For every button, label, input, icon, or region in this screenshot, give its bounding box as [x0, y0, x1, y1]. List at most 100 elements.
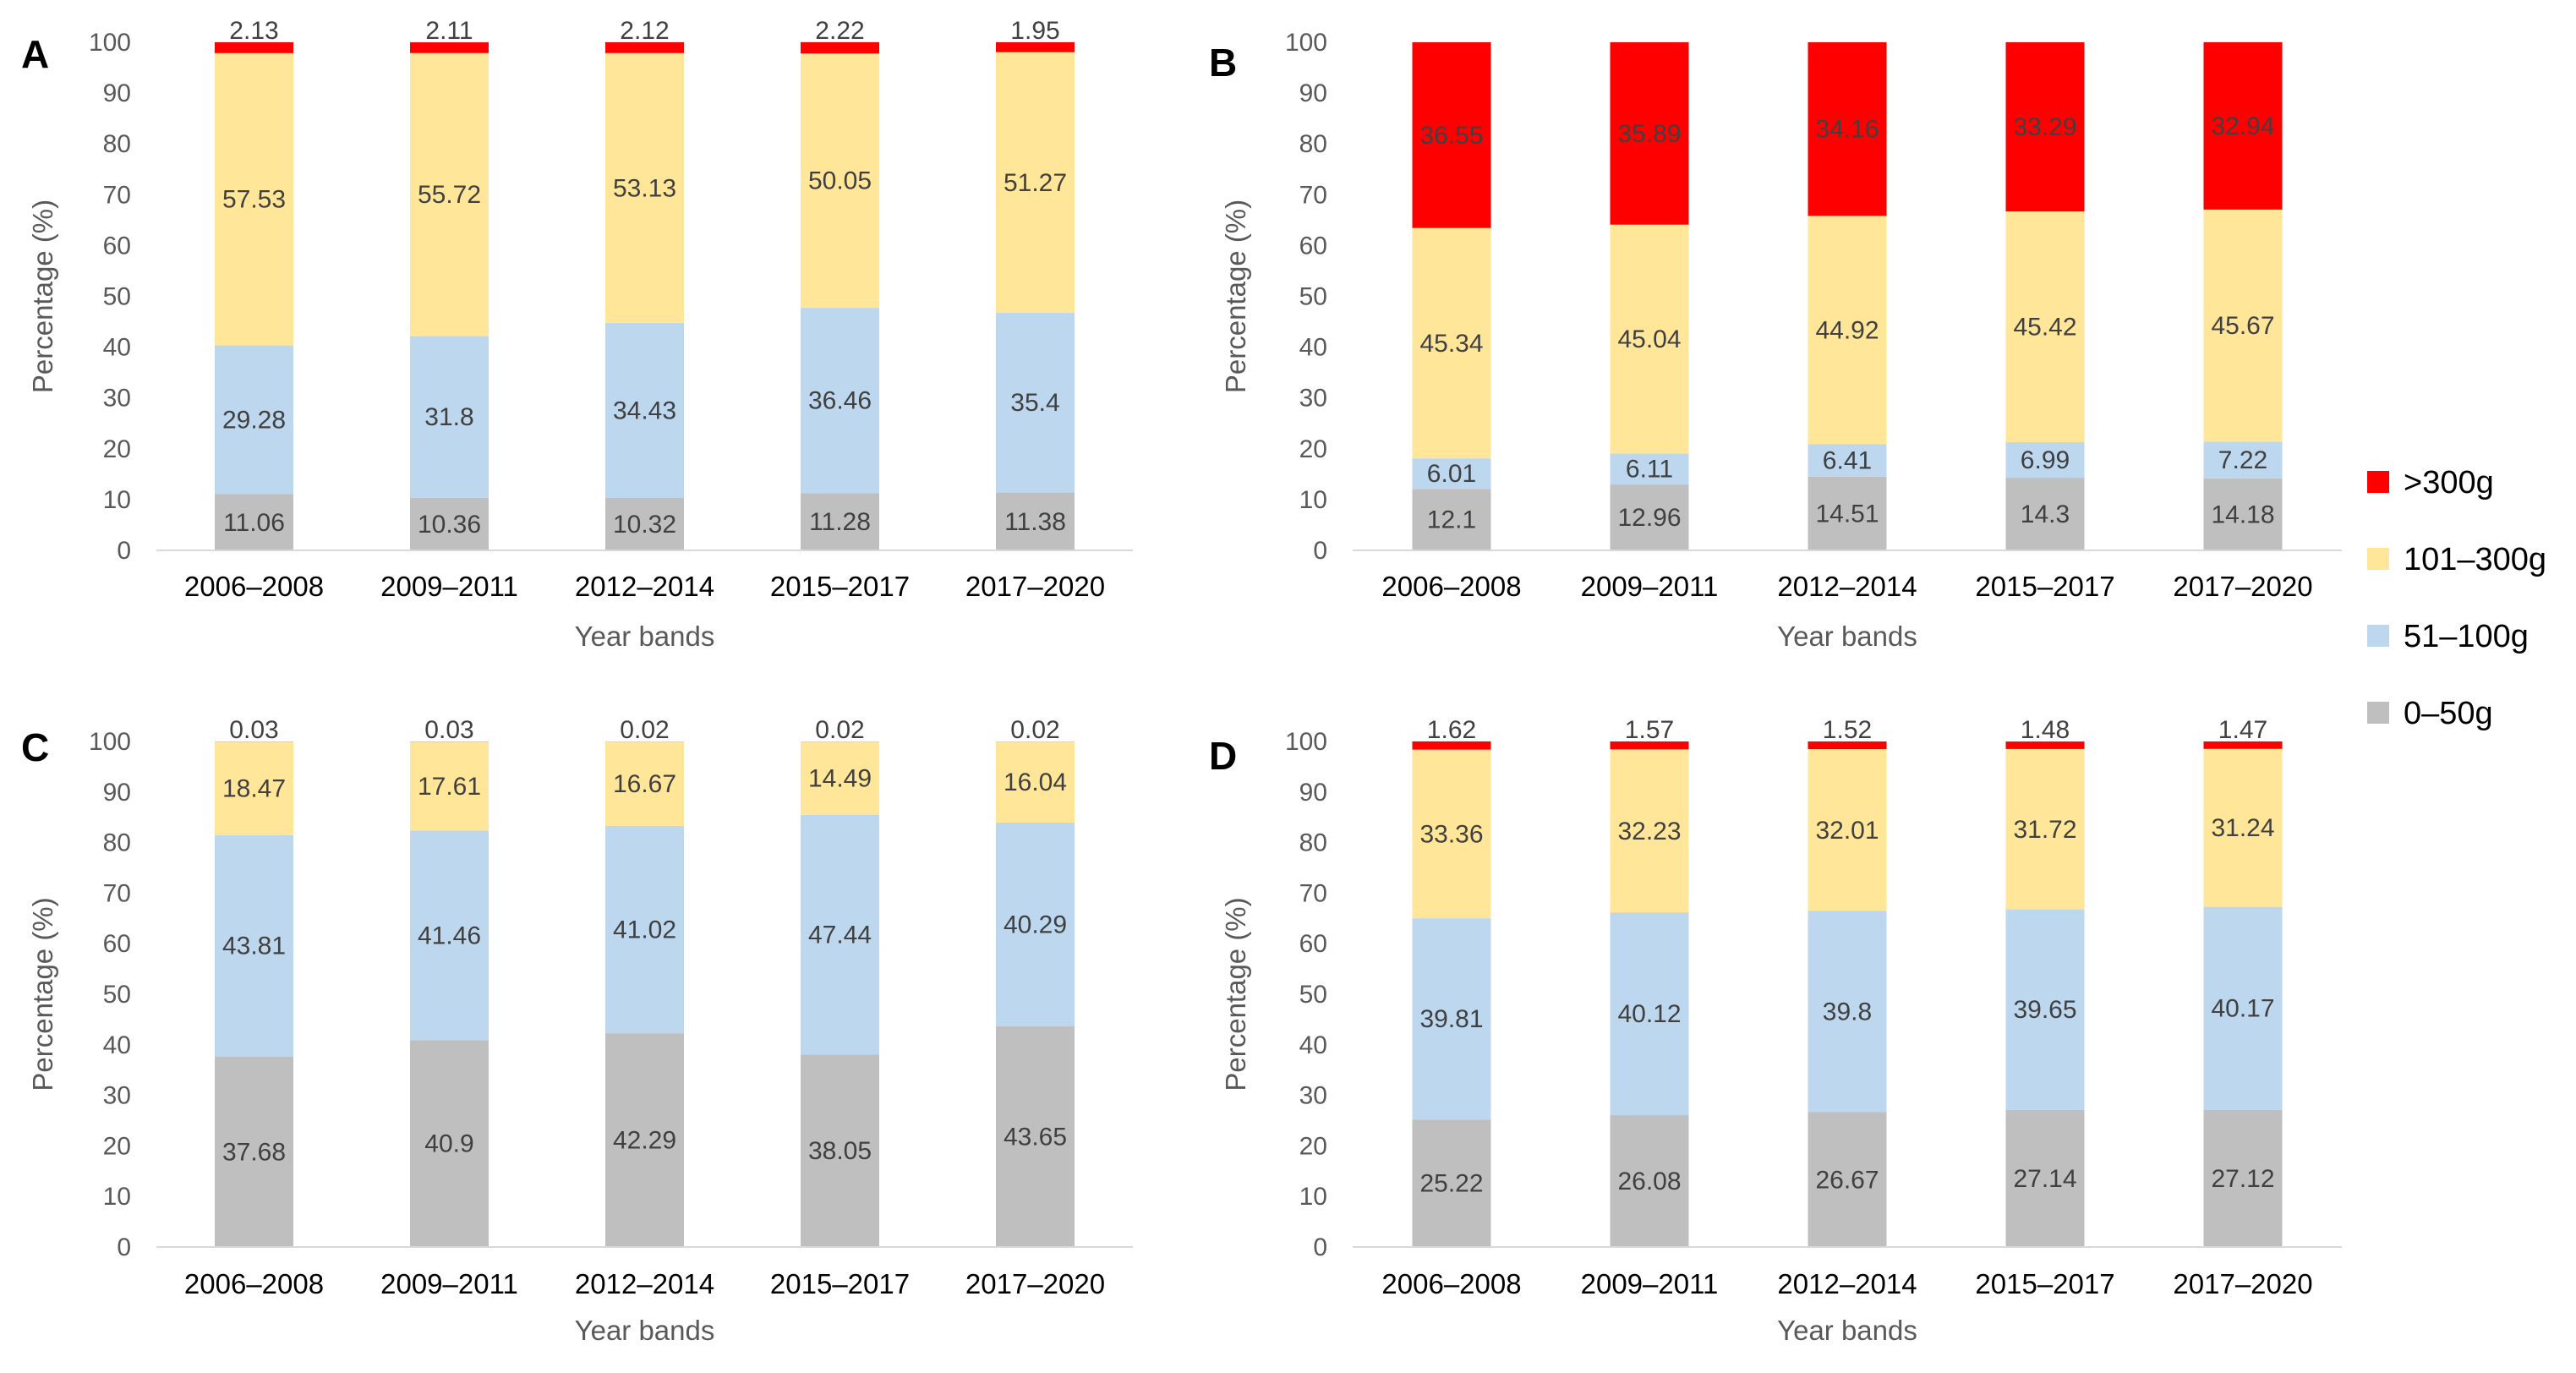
data-label: 0.03: [229, 716, 278, 744]
legend-item: 101–300g: [2367, 542, 2546, 577]
legend: >300g 101–300g 51–100g 0–50g: [2367, 465, 2546, 731]
bar-101-300g-1: [215, 741, 293, 835]
data-label: 39.81: [1419, 1005, 1483, 1033]
y-tick-label: 60: [1299, 232, 1327, 260]
data-label: 40.17: [2211, 995, 2274, 1023]
bar-51-100g-1: [1412, 918, 1491, 1120]
bar-101-300g-2: [1610, 749, 1689, 913]
y-tick-label: 90: [1299, 779, 1327, 807]
data-label: 18.47: [222, 774, 286, 802]
y-axis-title: Percentage (%): [27, 897, 58, 1091]
bar-0-50g-5: [2203, 478, 2283, 550]
bar-51-100g-5: [996, 823, 1075, 1026]
category-label: 2012–2014: [575, 571, 714, 602]
bar-0-50g-3: [1808, 1112, 1887, 1247]
data-label: 29.28: [222, 407, 286, 435]
bar-0-50g-4: [801, 1054, 879, 1247]
data-label: 32.01: [1815, 817, 1879, 845]
bar-0-50g-3: [605, 497, 684, 550]
category-label: 2009–2011: [380, 571, 518, 602]
bar-101-300g-4: [2005, 211, 2085, 443]
y-tick-label: 80: [103, 130, 131, 158]
data-label: 11.06: [223, 509, 285, 537]
bar-51-100g-4: [2005, 442, 2085, 479]
data-label: 33.29: [2013, 113, 2076, 141]
data-label: 27.12: [2211, 1165, 2274, 1193]
legend-label: >300g: [2404, 465, 2494, 501]
data-label: 2.11: [425, 17, 473, 45]
y-tick-label: 100: [1285, 29, 1327, 57]
data-label: 57.53: [222, 186, 286, 214]
bar-51-100g-2: [1610, 453, 1689, 485]
data-label: 6.41: [1823, 447, 1872, 475]
x-axis-title: Year bands: [575, 1315, 715, 1346]
y-tick-label: 0: [1313, 537, 1327, 565]
y-tick-label: 20: [103, 1132, 131, 1160]
y-tick-label: 20: [1299, 435, 1327, 463]
data-label: 11.28: [809, 508, 871, 536]
y-tick-label: 40: [1299, 1031, 1327, 1059]
bar-0-50g-4: [2005, 478, 2085, 550]
y-tick-label: 60: [103, 232, 131, 260]
data-label: 55.72: [418, 181, 481, 209]
data-label: 36.55: [1419, 122, 1483, 150]
y-axis-title: Percentage (%): [1220, 897, 1251, 1091]
x-axis-title: Year bands: [1777, 1315, 1917, 1346]
data-label: 14.51: [1815, 500, 1879, 528]
data-label: 14.18: [2211, 501, 2274, 528]
y-tick-label: 50: [1299, 283, 1327, 311]
bar-0-50g-3: [1808, 476, 1887, 550]
legend-label: 51–100g: [2404, 619, 2529, 654]
bar->300g-3: [605, 42, 684, 53]
bar-0-50g-5: [996, 1026, 1075, 1247]
category-label: 2006–2008: [184, 1268, 324, 1299]
bar-0-50g-1: [215, 494, 293, 550]
bar-0-50g-2: [410, 1040, 489, 1247]
bar->300g-2: [1610, 42, 1689, 225]
bar->300g-3: [1808, 42, 1887, 216]
panel-c: C 0 10 20 30 40 50 60 70 80 90 100 Percentage (%) 37.…: [21, 716, 1133, 1346]
category-label: 2009–2011: [380, 1268, 518, 1299]
data-label: 53.13: [613, 174, 676, 202]
legend-label: 0–50g: [2404, 696, 2493, 731]
category-label: 2017–2020: [965, 1268, 1105, 1299]
bar-51-100g-3: [605, 323, 684, 498]
data-label: 44.92: [1815, 316, 1879, 344]
category-label: 2009–2011: [1581, 1268, 1719, 1299]
data-label: 27.14: [2013, 1165, 2076, 1193]
data-label: 7.22: [2218, 446, 2267, 474]
data-label: 26.67: [1815, 1166, 1879, 1194]
y-tick-label: 80: [1299, 829, 1327, 857]
data-label: 14.3: [2021, 501, 2070, 528]
bar->300g-2: [1610, 741, 1689, 750]
bar-101-300g-1: [1412, 227, 1491, 459]
data-label: 31.72: [2013, 816, 2076, 844]
bar-101-300g-1: [1412, 749, 1491, 919]
data-label: 51.27: [1004, 169, 1067, 197]
y-tick-label: 70: [1299, 181, 1327, 209]
bar->300g-5: [2203, 741, 2283, 749]
bar-101-300g-1: [215, 52, 293, 346]
bar-0-50g-2: [1610, 1115, 1689, 1247]
bar->300g-5: [2203, 41, 2283, 210]
bar-51-100g-5: [2203, 906, 2283, 1110]
panel-d: D 0 10 20 30 40 50 60 70 80 90 100 Percentage (%) 25.…: [1209, 716, 2342, 1346]
category-label: 2017–2020: [2173, 1268, 2312, 1299]
bar-51-100g-1: [215, 345, 293, 495]
y-tick-label: 90: [103, 79, 131, 107]
legend-swatch: [2367, 471, 2389, 493]
bar->300g-1: [1412, 42, 1491, 228]
data-label: 47.44: [808, 922, 872, 949]
y-tick-label: 40: [1299, 334, 1327, 362]
bar-0-50g-1: [1412, 489, 1491, 550]
bar-51-100g-2: [410, 336, 489, 498]
data-label: 0.02: [815, 716, 864, 744]
data-label: 42.29: [613, 1127, 676, 1155]
y-tick-label: 80: [103, 829, 131, 857]
data-label: 36.46: [808, 387, 872, 415]
data-label: 2.12: [620, 17, 669, 45]
y-tick-label: 30: [103, 1082, 131, 1110]
y-tick-label: 30: [103, 385, 131, 413]
data-label: 32.94: [2211, 112, 2274, 140]
